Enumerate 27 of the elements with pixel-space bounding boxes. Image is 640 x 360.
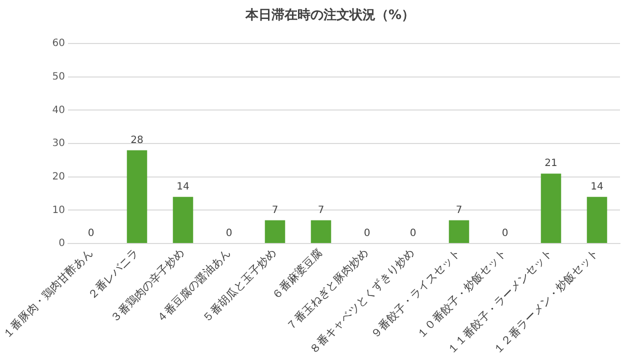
data-label: 0 [410, 228, 416, 240]
bar [586, 196, 608, 244]
data-label: 7 [318, 204, 324, 216]
y-tick-label: 50 [52, 72, 66, 83]
data-label: 7 [272, 204, 278, 216]
bar [264, 220, 286, 244]
y-tick-label: 0 [58, 238, 66, 250]
bar [172, 196, 194, 244]
data-label: 0 [502, 228, 508, 240]
data-label: 14 [590, 181, 604, 192]
data-label: 0 [88, 228, 94, 240]
data-label: 14 [176, 181, 190, 192]
bar [540, 174, 562, 244]
chart-title: 本日滞在時の注文状況（%） [244, 7, 415, 24]
data-label: 28 [130, 134, 144, 146]
data-label: 21 [544, 158, 558, 170]
data-label: 0 [226, 228, 232, 240]
bar [448, 220, 470, 244]
y-tick-label: 30 [52, 138, 66, 150]
bar [126, 150, 148, 244]
data-label: 0 [364, 228, 370, 240]
y-tick-label: 10 [52, 204, 66, 216]
y-tick-label: 20 [52, 171, 66, 182]
bar [310, 220, 332, 244]
data-label: 7 [456, 204, 462, 216]
y-tick-label: 40 [52, 104, 66, 116]
y-tick-label: 60 [52, 38, 66, 50]
